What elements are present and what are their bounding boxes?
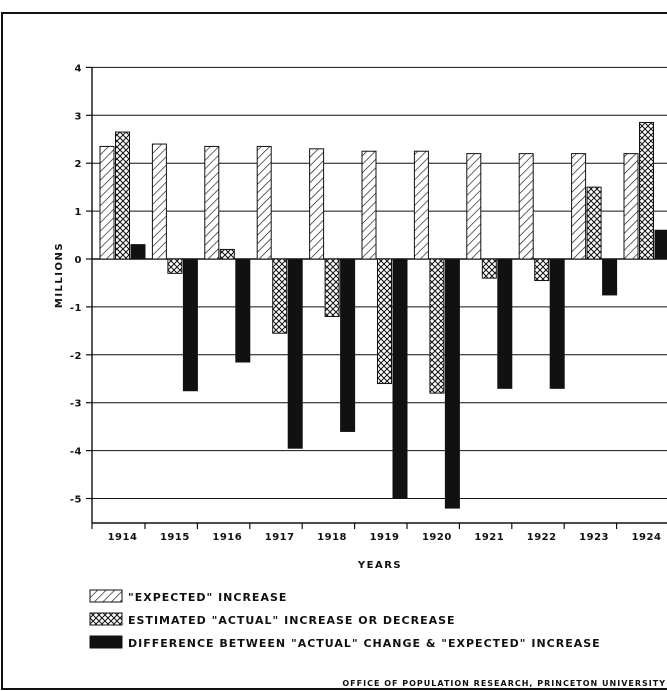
bar-crosshatch-1922	[534, 258, 550, 282]
bar-crosshatch-1916	[219, 248, 235, 260]
x-tick-label: 1922	[527, 532, 557, 543]
x-tick-label: 1916	[212, 532, 242, 543]
bar-crosshatch-1919	[377, 258, 392, 385]
bar-solid-1920	[444, 258, 460, 509]
y-tick-label: 2	[75, 159, 82, 170]
bar-hatch-1914	[99, 145, 115, 260]
x-tick-label: 1915	[160, 532, 190, 543]
y-tick-label: -1	[70, 303, 82, 314]
bar-solid-1922	[549, 258, 565, 389]
bar-crosshatch-1924	[639, 121, 654, 260]
y-tick-label: 1	[75, 207, 82, 218]
bar-solid-1921	[497, 258, 513, 389]
x-tick-label: 1923	[579, 532, 609, 543]
y-tick-label: -2	[70, 351, 82, 362]
x-tick-label: 1917	[265, 532, 295, 543]
bar-crosshatch-1915	[167, 258, 183, 274]
plot-area: 4 3 2 1 0 -1 -2 -3 -4 -5 1914 1915 1916 1917 1918 1919 1…	[70, 63, 667, 543]
bar-solid-1923	[602, 258, 618, 296]
bar-hatch-1922	[518, 153, 534, 260]
bar-crosshatch-1923	[586, 186, 602, 260]
bar-solid-1918	[340, 258, 356, 432]
y-tick-label: 3	[75, 111, 82, 122]
bar-hatch-1919	[361, 150, 377, 260]
bar-solid-1916	[235, 258, 251, 363]
legend-swatch-crosshatch	[89, 612, 123, 626]
bar-hatch-1924	[623, 153, 639, 260]
x-axis-label: YEARS	[357, 560, 402, 571]
bar-hatch-1918	[309, 148, 325, 260]
bar-solid-1919	[392, 258, 408, 499]
y-tick-label: -3	[70, 399, 82, 410]
credit-line: OFFICE OF POPULATION RESEARCH, PRINCETON…	[342, 679, 666, 688]
bar-hatch-1923	[571, 153, 587, 260]
bar-crosshatch-1921	[481, 258, 497, 279]
x-tick-label: 1918	[317, 532, 347, 543]
bar-crosshatch-1917	[272, 258, 288, 334]
y-axis-label: MILLIONS	[54, 242, 65, 308]
x-tick-label: 1924	[632, 532, 662, 543]
y-tick-label: -5	[70, 495, 82, 506]
legend-label-solid: DIFFERENCE BETWEEN "ACTUAL" CHANGE & "EX…	[128, 637, 601, 650]
y-tick-label: 0	[75, 255, 82, 266]
x-tick-label: 1920	[422, 532, 452, 543]
bar-hatch-1921	[466, 153, 482, 260]
bar-hatch-1917	[256, 145, 272, 260]
bar-hatch-1915	[151, 143, 167, 260]
legend-swatch-hatch	[89, 589, 123, 603]
x-tick-label: 1919	[370, 532, 400, 543]
bar-crosshatch-1920	[429, 258, 445, 394]
bar-hatch-1916	[204, 145, 220, 260]
bar-hatch-1920	[413, 150, 429, 260]
bar-solid-1924	[654, 229, 667, 260]
bar-crosshatch-1914	[115, 131, 130, 260]
legend: "EXPECTED" INCREASE ESTIMATED "ACTUAL" IN…	[89, 589, 601, 650]
bar-solid-1917	[287, 258, 303, 449]
bar-solid-1914	[130, 244, 146, 260]
legend-label-crosshatch: ESTIMATED "ACTUAL" INCREASE OR DECREASE	[128, 614, 456, 627]
legend-swatch-solid	[89, 635, 123, 649]
x-tick-label: 1921	[474, 532, 504, 543]
bar-crosshatch-1918	[324, 258, 340, 317]
x-tick-label: 1914	[108, 532, 138, 543]
outer-border	[1, 12, 667, 690]
y-tick-label: 4	[75, 63, 82, 74]
bar-solid-1915	[182, 258, 198, 392]
y-tick-label: -4	[70, 447, 82, 458]
legend-label-hatch: "EXPECTED" INCREASE	[128, 591, 287, 604]
